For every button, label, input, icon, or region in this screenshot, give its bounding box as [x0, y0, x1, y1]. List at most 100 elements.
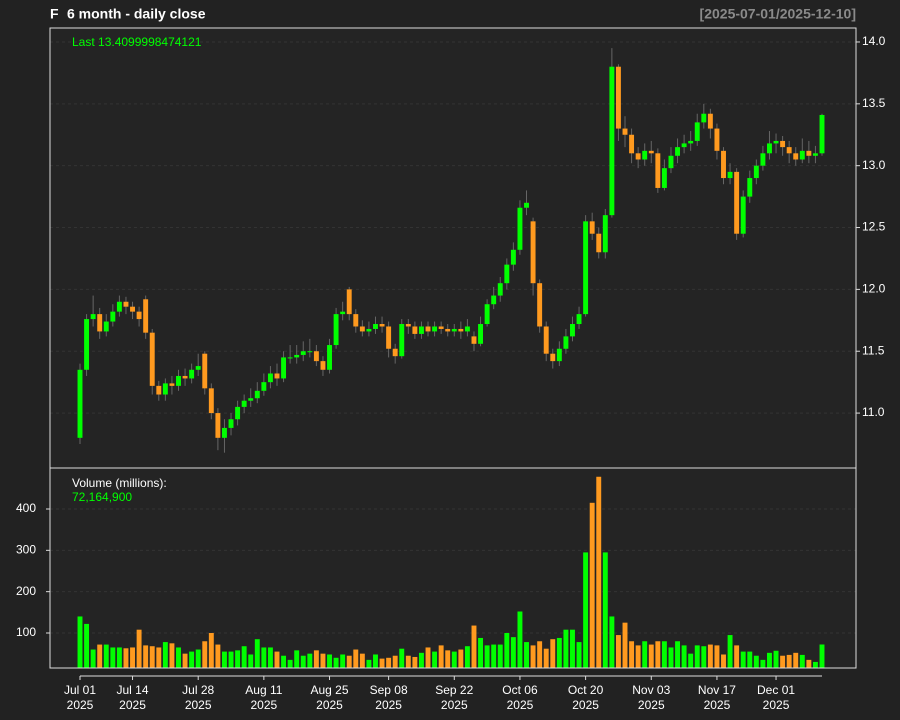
volume-bar	[721, 654, 726, 668]
volume-bar	[615, 635, 621, 668]
volume-bar	[97, 644, 103, 668]
candle-body	[432, 326, 438, 332]
x-tick-label: Nov 03	[632, 683, 670, 697]
candle-body	[734, 171, 740, 234]
candle-body	[556, 348, 562, 362]
candle-body	[596, 233, 602, 253]
candle-body	[550, 353, 556, 362]
candle-body	[254, 390, 260, 399]
candle-body	[530, 221, 536, 284]
volume-bar	[543, 648, 549, 668]
last-price: Last 13.4099998474121	[72, 35, 202, 49]
x-tick-label: 2025	[441, 698, 468, 712]
candle-body	[176, 375, 181, 386]
volume-bar	[550, 639, 556, 668]
volume-bar	[169, 643, 175, 668]
volume-bar	[399, 648, 405, 668]
x-tick-label: 2025	[251, 698, 278, 712]
volume-bar	[294, 650, 300, 668]
candle-body	[294, 354, 300, 358]
x-tick-label: 2025	[638, 698, 665, 712]
volume-bar	[300, 655, 306, 668]
x-tick-label: Sep 08	[370, 683, 408, 697]
x-tick-label: Aug 11	[245, 683, 282, 697]
x-tick-label: 2025	[704, 698, 731, 712]
x-tick-label: Jul 28	[182, 683, 214, 697]
marks	[77, 48, 825, 668]
y-tick-label: 12.0	[862, 282, 886, 296]
candle-body	[464, 326, 470, 332]
candle-body	[248, 398, 254, 401]
y-tick-label: 100	[16, 625, 36, 639]
candle-body	[156, 385, 162, 395]
x-tick-label: Dec 01	[757, 683, 795, 697]
candle-body	[727, 171, 733, 179]
x-tick-label: 2025	[316, 698, 343, 712]
volume-bar	[136, 629, 142, 668]
volume-bar	[379, 658, 385, 668]
candle-body	[399, 324, 405, 357]
volume-bar	[760, 659, 766, 668]
volume-bar	[215, 644, 221, 668]
volume-bar	[589, 502, 595, 668]
candle-body	[438, 326, 444, 329]
volume-bar	[313, 650, 319, 668]
volume-bar	[753, 655, 759, 668]
candle-body	[392, 348, 398, 357]
x-tick-label: Jul 14	[117, 683, 149, 697]
volume-bar	[484, 645, 490, 668]
volume-bar	[707, 644, 713, 668]
candle-body	[346, 289, 352, 315]
y-tick-label: 11.5	[862, 343, 885, 357]
volume-bar	[793, 652, 799, 668]
volume-bar	[563, 629, 569, 668]
candle-body	[622, 128, 628, 135]
volume-bar	[799, 654, 805, 668]
volume-bar	[570, 629, 575, 668]
plot-area	[50, 28, 856, 668]
volume-bar	[412, 656, 418, 668]
x-tick-label: 2025	[67, 698, 94, 712]
volume-bar	[727, 635, 733, 668]
volume-bar	[451, 651, 457, 668]
volume-bar	[504, 632, 510, 668]
candle-body	[90, 314, 96, 320]
candle-body	[648, 150, 654, 154]
candle-body	[615, 66, 621, 129]
candle-body	[537, 283, 543, 327]
volume-bar	[812, 661, 818, 668]
candle-body	[767, 143, 772, 154]
volume-bar	[622, 622, 628, 668]
candle-body	[327, 345, 332, 370]
candle-body	[307, 351, 313, 353]
candle-body	[333, 314, 339, 346]
volume-bar	[189, 651, 195, 668]
candle-body	[786, 147, 792, 154]
volume-bar	[386, 657, 392, 668]
candle-body	[353, 314, 359, 327]
candle-body	[458, 328, 464, 332]
volume-bar	[202, 641, 208, 668]
x-tick-label: 2025	[375, 698, 402, 712]
candle-body	[642, 150, 648, 160]
volume-bar	[445, 650, 451, 668]
x-tick-label: Oct 20	[568, 683, 604, 697]
candle-body	[793, 153, 799, 160]
candle-body	[425, 326, 431, 332]
volume-bar	[156, 647, 162, 668]
candle-body	[714, 128, 720, 151]
x-tick-label: 2025	[185, 698, 212, 712]
candle-body	[195, 366, 201, 370]
volume-bar	[353, 649, 359, 668]
volume-bar	[287, 659, 293, 668]
chart-title: 6 month - daily close	[67, 6, 206, 22]
volume-bar	[688, 653, 694, 668]
candle-body	[123, 301, 129, 307]
candle-body	[77, 369, 83, 438]
candle-body	[694, 122, 700, 141]
y-tick-label: 300	[16, 543, 36, 557]
volume-bar	[767, 652, 772, 668]
candle-body	[576, 314, 582, 325]
candle-body	[721, 150, 726, 179]
